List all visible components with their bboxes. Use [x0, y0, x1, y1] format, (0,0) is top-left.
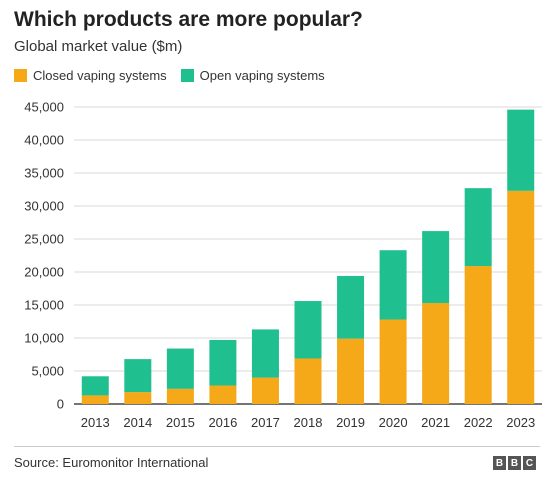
x-axis-ticks: 2013 2014 2015 2016 2017 2018 2019 2020 2021 2022…: [81, 415, 535, 430]
x-tick-label: 2018: [294, 415, 323, 430]
y-tick-label: 35,000: [24, 166, 64, 181]
bbc-logo: B B C: [491, 456, 536, 470]
x-tick-label: 2019: [336, 415, 365, 430]
source-note: Source: Euromonitor International: [14, 455, 209, 470]
bar-closed-2014: [124, 392, 152, 404]
bar-closed-2023: [507, 190, 535, 404]
bar-open-2018: [294, 301, 322, 359]
chart-subtitle: Global market value ($m): [14, 38, 183, 55]
x-tick-label: 2022: [464, 415, 493, 430]
bar-open-2016: [209, 339, 237, 386]
x-tick-label: 2017: [251, 415, 280, 430]
bar-closed-2013: [81, 395, 109, 404]
bar-closed-2017: [251, 377, 279, 404]
y-tick-label: 40,000: [24, 133, 64, 148]
legend-swatch-closed: [14, 69, 27, 82]
bar-open-2013: [81, 376, 109, 396]
x-tick-label: 2016: [208, 415, 237, 430]
legend-item-closed: Closed vaping systems: [14, 68, 167, 83]
bar-open-2023: [507, 109, 535, 191]
legend-label-closed: Closed vaping systems: [33, 68, 167, 83]
bar-open-2017: [251, 329, 279, 378]
y-tick-label: 5,000: [31, 364, 64, 379]
y-tick-label: 0: [57, 397, 64, 412]
y-axis-ticks: 0 5,000 10,000 15,000 20,000 25,000 30,000 35,0…: [24, 100, 64, 412]
logo-letter: B: [493, 456, 506, 470]
logo-letter: B: [508, 456, 521, 470]
legend: Closed vaping systems Open vaping system…: [14, 68, 339, 83]
bar-closed-2019: [337, 338, 365, 404]
bars: [81, 109, 535, 404]
bar-open-2015: [166, 348, 194, 389]
bar-closed-2020: [379, 319, 407, 404]
y-tick-label: 30,000: [24, 199, 64, 214]
x-tick-label: 2014: [123, 415, 152, 430]
bar-closed-2015: [166, 388, 194, 404]
x-tick-label: 2020: [379, 415, 408, 430]
bar-closed-2018: [294, 358, 322, 404]
source-divider: [14, 446, 540, 447]
legend-item-open: Open vaping systems: [180, 68, 325, 83]
logo-letter: C: [523, 456, 536, 470]
x-tick-label: 2015: [166, 415, 195, 430]
y-tick-label: 20,000: [24, 265, 64, 280]
bar-open-2020: [379, 250, 407, 320]
bar-open-2021: [422, 231, 450, 304]
y-tick-label: 10,000: [24, 331, 64, 346]
legend-label-open: Open vaping systems: [199, 68, 325, 83]
bar-open-2022: [464, 188, 492, 267]
bar-open-2019: [337, 275, 365, 339]
bar-closed-2021: [422, 303, 450, 404]
y-tick-label: 45,000: [24, 100, 64, 115]
chart-title: Which products are more popular?: [14, 8, 363, 31]
bar-closed-2016: [209, 385, 237, 404]
legend-swatch-open: [180, 69, 194, 82]
bar-open-2014: [124, 359, 152, 393]
bar-closed-2022: [464, 266, 492, 404]
x-tick-label: 2021: [421, 415, 450, 430]
x-tick-label: 2023: [506, 415, 535, 430]
y-tick-label: 25,000: [24, 232, 64, 247]
y-tick-label: 15,000: [24, 298, 64, 313]
x-tick-label: 2013: [81, 415, 110, 430]
